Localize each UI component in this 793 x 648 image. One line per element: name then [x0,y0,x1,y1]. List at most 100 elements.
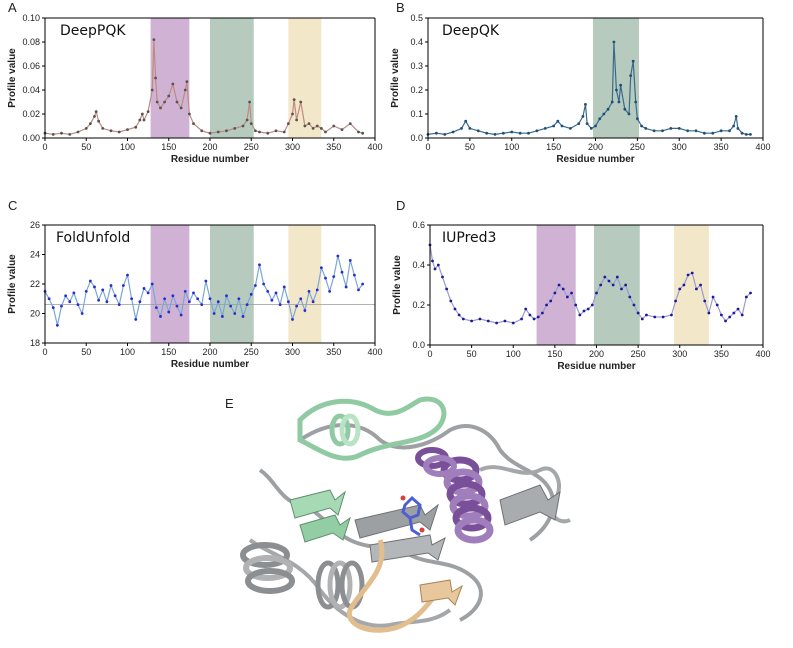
data-point [126,128,129,132]
data-point [175,304,179,308]
x-tick-label: 150 [547,349,562,359]
y-axis-label: Profile value [390,48,401,108]
data-point [76,303,80,307]
data-point [200,129,204,133]
data-point [183,88,187,92]
data-point [624,283,628,287]
data-point [732,124,736,128]
data-point [740,313,744,317]
highlight-region [673,225,709,345]
data-point [282,130,286,134]
highlight-region [150,225,190,343]
x-tick-label: 0 [425,142,430,152]
data-point [532,317,536,321]
data-point [527,131,530,135]
data-point [574,303,578,307]
data-point [586,307,590,311]
data-point [486,319,490,323]
data-point [192,291,195,295]
data-point [620,287,623,291]
data-point [319,126,323,130]
backbone-loop [298,423,556,542]
data-point [590,303,594,307]
data-point [340,128,344,132]
panel-label-A: A [8,0,17,15]
data-point [274,291,278,295]
data-point [724,319,727,323]
data-point [461,317,465,321]
data-point [629,74,633,77]
data-point [241,124,245,128]
data-point [543,126,547,130]
highlight-region [288,18,322,138]
data-point [94,110,98,113]
mint-loop [297,396,447,461]
data-point [332,124,336,128]
data-point [670,313,673,317]
data-point [315,288,319,292]
data-point [493,133,497,136]
panel-title: FoldUnfold [56,230,130,246]
data-point [561,287,565,291]
data-point [134,318,138,321]
data-point [520,317,523,321]
x-tick-label: 150 [546,142,561,152]
data-point [457,313,461,317]
x-tick-label: 50 [465,142,475,152]
x-tick-label: 50 [81,142,91,152]
data-point [602,112,606,116]
data-point [581,115,585,118]
data-point [154,306,158,309]
data-point [204,279,208,283]
y-tick-label: 24 [30,250,40,260]
data-point [332,275,336,279]
panel-title: IUPred3 [442,230,496,246]
data-point [163,100,167,104]
data-point [93,285,96,289]
data-point [140,112,144,116]
data-point [577,122,581,125]
data-point [736,307,740,311]
x-tick-label: 200 [202,142,217,152]
data-point [253,284,257,287]
data-point [286,300,290,304]
data-point [303,309,307,312]
data-point [478,317,482,321]
data-point [690,271,694,275]
data-point [617,100,621,104]
beta-sheet-grey [499,484,561,526]
highlight-region [150,18,190,138]
data-point [623,107,627,111]
data-point [134,125,138,129]
data-point [728,129,731,133]
data-point [307,289,311,293]
data-point [142,287,146,290]
x-axis-label: Residue number [557,361,635,372]
highlight-region [288,225,322,343]
x-tick-label: 300 [285,142,300,152]
ligand-sticks [400,495,425,537]
data-point [511,321,515,325]
data-point [615,88,618,92]
data-point [584,103,587,106]
data-point [594,124,597,128]
data-point [237,297,241,301]
data-point [536,315,540,319]
data-point [315,124,319,128]
data-point [208,297,212,301]
data-point [535,129,539,133]
data-point [470,319,474,323]
data-point [453,307,457,311]
data-point [433,267,437,271]
data-point [570,291,573,295]
y-tick-label: 0.4 [412,260,425,270]
data-point [357,288,360,292]
x-tick-label: 0 [42,142,47,152]
data-point [282,285,286,289]
protein-cartoon [240,396,571,633]
data-point [245,303,249,307]
data-point [449,299,453,303]
data-point [225,129,228,133]
data-point [553,291,557,295]
data-point [361,282,365,286]
